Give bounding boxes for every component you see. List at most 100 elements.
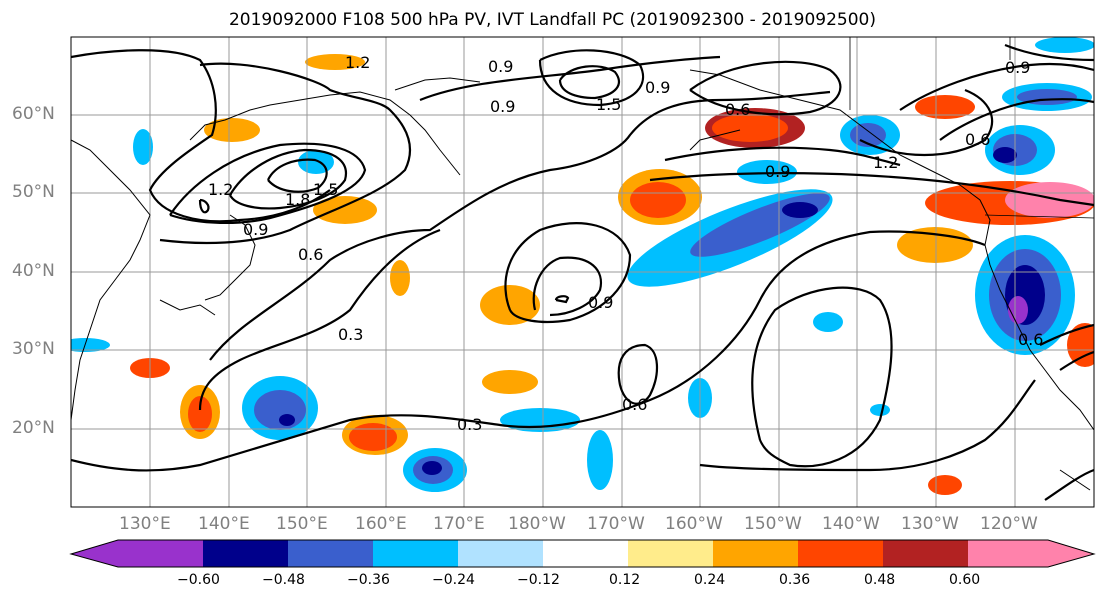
anomaly-blob	[1008, 296, 1028, 324]
anomaly-blob	[1005, 182, 1094, 218]
contour-label: 0.3	[457, 415, 482, 434]
contour-line	[229, 148, 348, 210]
contour-label: 0.9	[645, 78, 670, 97]
contour-label: 0.6	[965, 130, 990, 149]
anomaly-blob	[587, 430, 613, 490]
contour-line	[71, 49, 331, 223]
contour-line	[504, 222, 632, 324]
anomaly-blob	[422, 461, 442, 475]
lon-label: 170°W	[587, 514, 645, 534]
anomaly-blob	[782, 202, 818, 218]
anomaly-blob	[928, 475, 962, 495]
lon-label: 140°W	[822, 514, 880, 534]
lon-label: 130°W	[901, 514, 959, 534]
contour-line	[699, 379, 1036, 472]
lon-label: 160°W	[665, 514, 723, 534]
contour-label: 0.6	[1018, 330, 1043, 349]
anomaly-blob	[279, 414, 295, 426]
lat-label: 30°N	[12, 339, 55, 359]
colorbar	[69, 539, 1096, 568]
contour-line	[71, 230, 986, 472]
lat-label: 20°N	[12, 418, 55, 438]
anomaly-blob	[204, 118, 260, 142]
colorbar-bin	[203, 540, 288, 567]
borders	[849, 37, 1094, 219]
anomaly-blob	[813, 312, 843, 332]
lon-label: 150°W	[744, 514, 802, 534]
colorbar-bin	[628, 540, 713, 567]
contour-line	[169, 142, 367, 225]
colorbar-tick-label: 0.48	[864, 572, 896, 588]
contour-line	[617, 343, 658, 405]
contour-label: 1.5	[596, 95, 621, 114]
lon-label: 180°W	[508, 514, 566, 534]
lat-label: 40°N	[12, 261, 55, 281]
contour-line	[1059, 350, 1094, 371]
gridlines	[71, 37, 1094, 507]
anomaly-blob	[188, 396, 212, 432]
anomaly-blob	[482, 370, 538, 394]
contour-line	[198, 198, 210, 214]
colorbar-extend-max	[1048, 540, 1094, 567]
contour-label: 0.6	[622, 395, 647, 414]
contour-line	[859, 88, 994, 157]
colorbar-tick-label: 0.12	[609, 572, 641, 588]
contour-line	[899, 62, 1094, 111]
contour-label: 1.2	[208, 180, 233, 199]
anomaly-blob	[500, 408, 580, 432]
colorbar-bin	[543, 540, 628, 567]
anomaly-blob	[630, 182, 686, 218]
contour-label: 0.3	[338, 325, 363, 344]
anomaly-blob	[349, 423, 397, 451]
contour-line	[538, 49, 645, 107]
contour-label: 1.5	[313, 180, 338, 199]
lon-label: 150°E	[276, 514, 328, 534]
anomaly-blob	[390, 260, 410, 296]
contour-line	[209, 90, 831, 361]
contour-line	[532, 256, 603, 317]
anomaly-blob	[1067, 323, 1094, 367]
contour-label: 1.8	[285, 190, 310, 209]
contour-lines	[71, 43, 1094, 501]
anomaly-blob	[1035, 37, 1094, 53]
contour-line	[939, 98, 1094, 141]
map-title: 2019092000 F108 500 hPa PV, IVT Landfall…	[228, 10, 876, 30]
lon-label: 120°W	[980, 514, 1038, 534]
lat-label: 50°N	[12, 182, 55, 202]
contour-line	[751, 286, 893, 468]
anomaly-blob	[870, 404, 890, 416]
lon-label: 160°E	[355, 514, 407, 534]
contour-label: 0.6	[725, 100, 750, 119]
contour-label: 0.9	[490, 97, 515, 116]
anomaly-blob	[712, 114, 788, 142]
anomaly-blob	[254, 390, 306, 430]
lat-label: 60°N	[12, 104, 55, 124]
anomaly-blob	[480, 285, 540, 325]
anomaly-blob	[993, 147, 1017, 163]
contour-label: 0.6	[298, 245, 323, 264]
anomaly-blob	[305, 54, 365, 70]
colorbar-tick-label: −0.24	[432, 572, 475, 588]
colorbar-bin	[713, 540, 798, 567]
colorbar-bin	[373, 540, 458, 567]
colorbar-bin	[458, 540, 543, 567]
contour-line	[1004, 43, 1094, 62]
anomaly-blob	[133, 129, 153, 165]
contour-label: 0.9	[1005, 58, 1030, 77]
contour-line	[159, 62, 412, 245]
contour-line	[198, 228, 441, 411]
colorbar-bin	[288, 540, 373, 567]
contour-line	[664, 146, 901, 167]
contour-label: 0.9	[765, 162, 790, 181]
colorbar-tick-label: −0.48	[262, 572, 305, 588]
colorbar-bin	[118, 540, 203, 567]
contour-label: 0.9	[488, 57, 513, 76]
lon-label: 140°E	[198, 514, 250, 534]
colorbar-tick-label: −0.36	[347, 572, 390, 588]
colorbar-bin	[798, 540, 883, 567]
colorbar-tick-label: 0.60	[949, 572, 981, 588]
anomaly-blob	[850, 123, 886, 147]
colorbar-extend-min	[71, 540, 118, 567]
contour-label: 1.2	[873, 153, 898, 172]
contour-line	[1039, 323, 1094, 346]
